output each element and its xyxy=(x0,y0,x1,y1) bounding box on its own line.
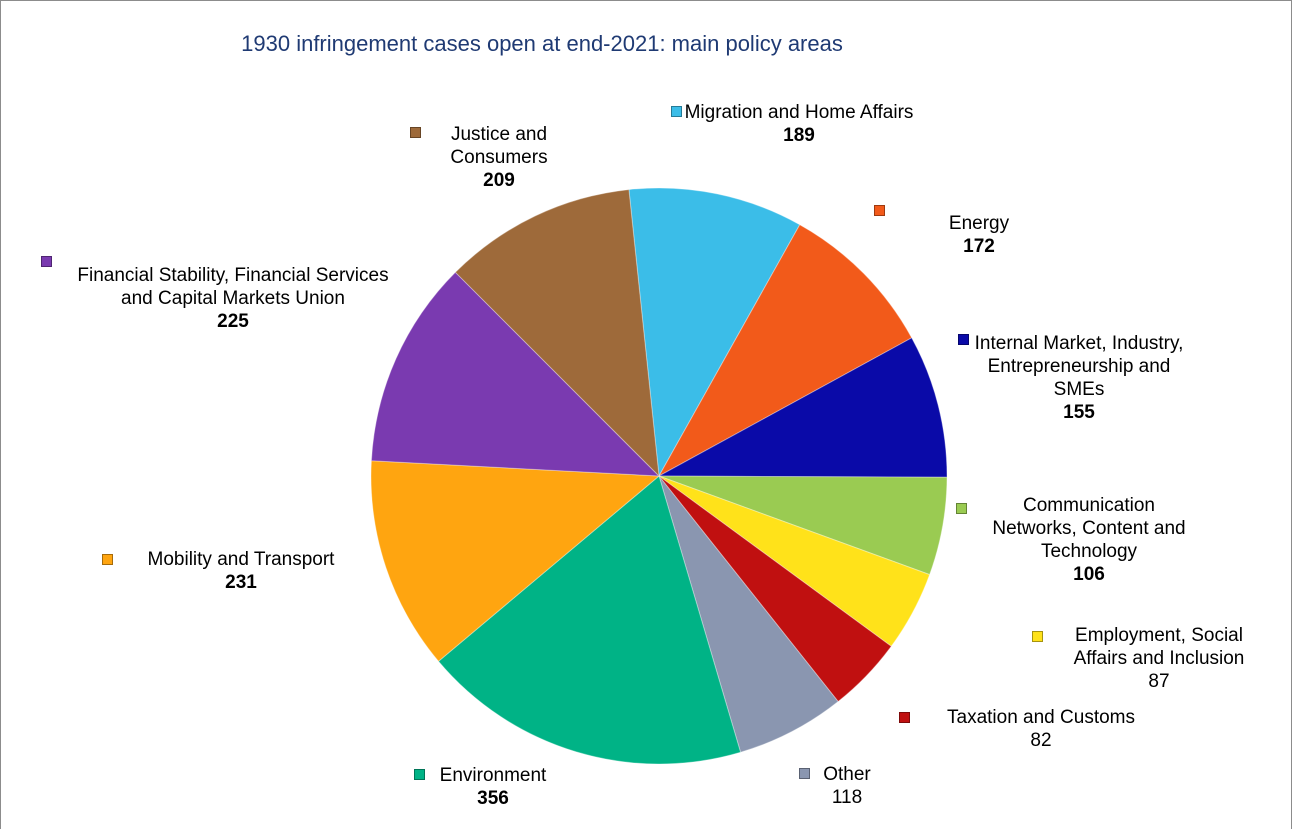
legend-marker xyxy=(874,205,885,216)
value-label: 231 xyxy=(225,572,257,593)
pie-slice xyxy=(658,475,892,703)
pie-slice xyxy=(370,460,661,662)
legend-marker xyxy=(799,768,810,779)
category-label: Internal Market, Industry, Entrepreneurs… xyxy=(974,333,1184,400)
legend-marker xyxy=(414,769,425,780)
legend-marker xyxy=(102,554,113,565)
pie-slice xyxy=(370,271,661,477)
slice-label: Mobility and Transport 231 xyxy=(106,548,376,594)
legend-marker xyxy=(899,712,910,723)
pie-slice xyxy=(437,475,742,765)
value-label: 82 xyxy=(1030,730,1052,751)
legend-marker xyxy=(41,256,52,267)
pie-slice xyxy=(658,475,948,576)
legend-marker xyxy=(410,127,421,138)
legend-marker xyxy=(956,503,967,514)
value-label: 172 xyxy=(963,236,995,257)
slice-label: Internal Market, Industry, Entrepreneurs… xyxy=(974,332,1184,424)
legend-marker xyxy=(958,334,969,345)
category-label: Energy xyxy=(948,213,1010,234)
value-label: 106 xyxy=(1073,564,1105,585)
pie-slice xyxy=(628,187,801,478)
slice-label: Justice and Consumers 209 xyxy=(432,123,567,192)
value-label: 155 xyxy=(1063,402,1095,423)
slice-label: Financial Stability, Financial Services … xyxy=(76,264,391,333)
pie-slice xyxy=(658,475,839,753)
pie-slice xyxy=(658,337,948,478)
legend-marker xyxy=(1032,631,1043,642)
pie-slice xyxy=(454,189,660,478)
slice-label: Environment 356 xyxy=(413,764,573,810)
value-label: 356 xyxy=(477,788,509,809)
category-label: Taxation and Customs xyxy=(947,707,1135,728)
slice-label: Communication Networks, Content and Tech… xyxy=(987,494,1192,586)
slice-label: Migration and Home Affairs 189 xyxy=(679,101,919,147)
slice-label: Other 118 xyxy=(797,763,897,809)
chart-title: 1930 infringement cases open at end-2021… xyxy=(241,31,843,56)
slice-label: Taxation and Customs 82 xyxy=(911,706,1171,752)
legend-marker xyxy=(671,106,682,117)
slice-label: Employment, Social Affairs and Inclusion… xyxy=(1047,624,1272,693)
pie-slice xyxy=(657,224,913,478)
category-label: Migration and Home Affairs xyxy=(684,102,914,123)
category-label: Other xyxy=(823,764,871,785)
slice-label: Energy 172 xyxy=(919,212,1039,258)
category-label: Financial Stability, Financial Services … xyxy=(77,265,389,309)
category-label: Mobility and Transport xyxy=(147,549,335,570)
value-label: 189 xyxy=(783,125,815,146)
category-label: Employment, Social Affairs and Inclusion xyxy=(1073,625,1245,669)
pie-slice xyxy=(658,475,931,647)
value-label: 118 xyxy=(831,787,863,808)
category-label: Justice and Consumers xyxy=(450,124,548,168)
value-label: 87 xyxy=(1148,671,1170,692)
value-label: 209 xyxy=(483,170,515,191)
category-label: Environment xyxy=(439,765,547,786)
value-label: 225 xyxy=(217,311,249,332)
category-label: Communication Networks, Content and Tech… xyxy=(992,495,1186,562)
